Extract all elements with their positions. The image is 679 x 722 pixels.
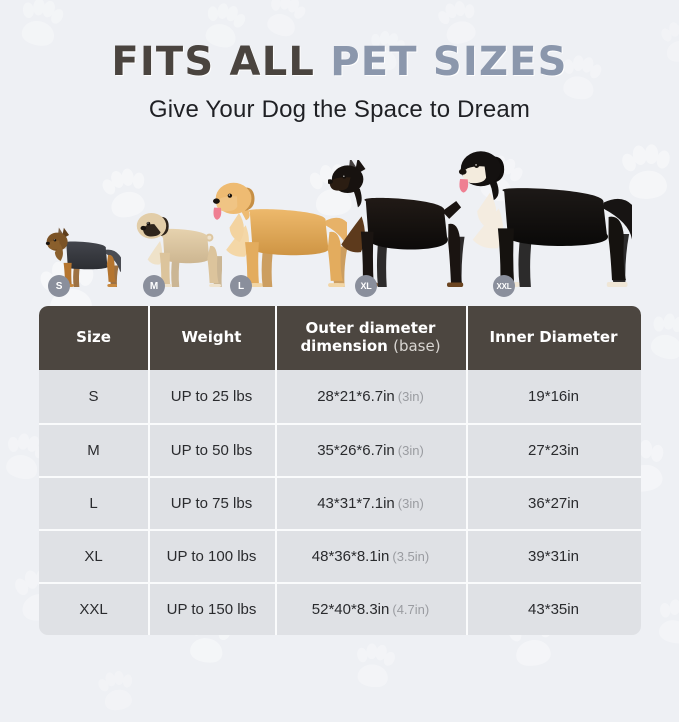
page-title: FITS ALL PET SIZES [0,42,679,82]
paw-print-icon [640,310,679,368]
cell-inner-diameter: 43*35in [466,584,641,635]
column-header-size: Size [76,328,111,347]
cell-outer-diameter: 35*26*6.7in (3in) [275,425,466,476]
size-badge-s: S [48,275,70,297]
cell-outer-diameter: 48*36*8.1in (3.5in) [275,531,466,582]
page-title-part-one: FITS ALL [111,39,331,85]
cell-inner-diameter: 39*31in [466,531,641,582]
column-header-outer-diameter-sub: (base) [393,337,441,355]
table-header-row: Size Weight Outer diameter dimension (ba… [39,306,641,370]
cell-weight: UP to 100 lbs [148,531,275,582]
dog-size-illustration-strip: S M L XL XXL [0,145,679,297]
cell-outer-diameter: 28*21*6.7in (3in) [275,370,466,423]
cell-size: S [88,388,99,405]
cell-size: XXL [79,601,108,618]
cell-inner-diameter: 19*16in [466,370,641,423]
paw-print-icon [648,596,679,652]
table-row: XL UP to 100 lbs 48*36*8.1in (3.5in) 39*31in [39,529,641,582]
dog-illustration-pug [136,204,222,288]
column-header-inner-diameter: Inner Diameter [466,306,641,370]
header: FITS ALL PET SIZES Give Your Dog the Spa… [0,0,679,124]
cell-weight: UP to 50 lbs [148,425,275,476]
cell-weight: UP to 75 lbs [148,478,275,529]
column-header-outer-diameter-label: Outer diameter dimension [300,319,436,355]
dog-illustration-golden-retriever [212,176,347,288]
table-row: L UP to 75 lbs 43*31*7.1in (3in) 36*27in [39,476,641,529]
paw-print-icon [346,640,402,696]
size-chart-table: Size Weight Outer diameter dimension (ba… [39,306,641,635]
cell-weight: UP to 25 lbs [148,370,275,423]
table-row: XXL UP to 150 lbs 52*40*8.3in (4.7in) 43*35i… [39,582,641,635]
table-body: S UP to 25 lbs 28*21*6.7in (3in) 19*16in M UP … [39,370,641,635]
column-header-outer-diameter: Outer diameter dimension (base) [275,306,466,370]
dog-illustration-bernese-mountain-dog [452,146,632,288]
cell-size: L [89,495,98,512]
paw-print-icon [92,668,142,718]
size-badge-xxl: XXL [493,275,515,297]
cell-size: M [87,442,100,459]
cell-size: XL [84,548,103,565]
dog-illustration-doberman [328,160,468,288]
cell-outer-diameter: 43*31*7.1in (3in) [275,478,466,529]
size-badge-m: M [143,275,165,297]
table-row: S UP to 25 lbs 28*21*6.7in (3in) 19*16in [39,370,641,423]
table-row: M UP to 50 lbs 35*26*6.7in (3in) 27*23in [39,423,641,476]
page-title-part-two: PET SIZES [330,39,568,85]
page-subtitle: Give Your Dog the Space to Dream [148,96,531,123]
cell-inner-diameter: 36*27in [466,478,641,529]
cell-weight: UP to 150 lbs [148,584,275,635]
cell-outer-diameter: 52*40*8.3in (4.7in) [275,584,466,635]
column-header-weight: Weight [148,306,275,370]
size-badge-xl: XL [355,275,377,297]
cell-inner-diameter: 27*23in [466,425,641,476]
size-badge-l: L [230,275,252,297]
